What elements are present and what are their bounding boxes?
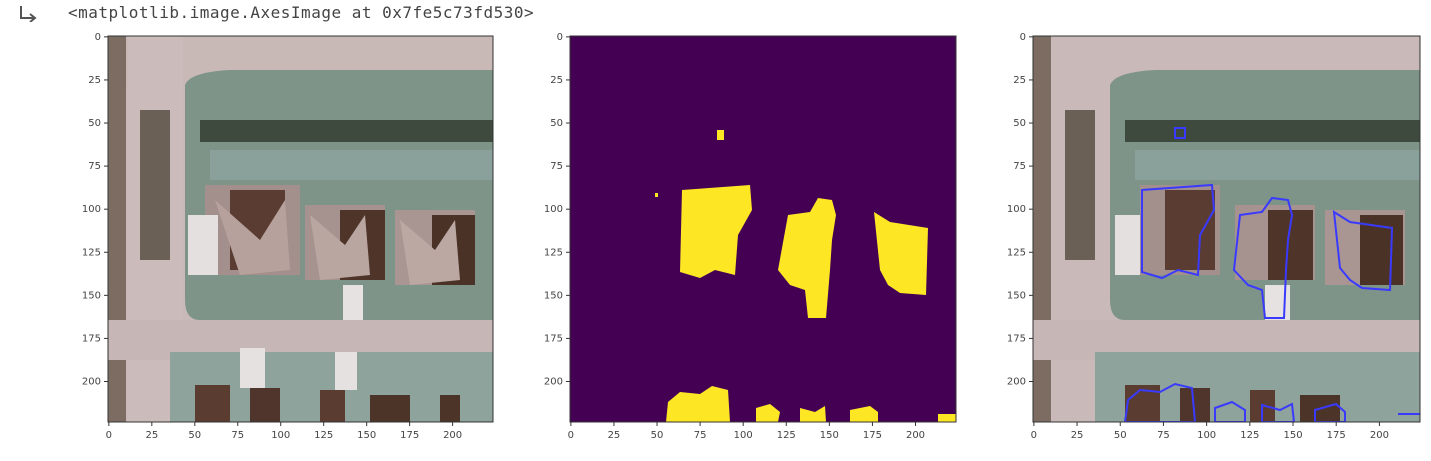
- y-tick-label: 100: [82, 204, 101, 215]
- x-tick-label: 150: [1283, 430, 1302, 441]
- y-tick-label: 25: [550, 75, 563, 86]
- y-tick-label: 75: [88, 161, 101, 172]
- overlay-image-frame: [1032, 35, 1421, 423]
- rgb-image-frame: [107, 35, 494, 423]
- rgb-image-axes: 0 25 50 75 100 125 150 175 200 0 25 50 75 100 125 150 17…: [82, 32, 462, 441]
- x-tick-label: 200: [443, 430, 462, 441]
- y-tick-label: 75: [1013, 161, 1026, 172]
- x-tick-label: 175: [863, 430, 882, 441]
- axesimage-repr-text: <matplotlib.image.AxesImage at 0x7fe5c73…: [68, 3, 535, 22]
- x-tick-label: 150: [820, 430, 839, 441]
- y-tick-label: 150: [544, 290, 563, 301]
- x-tick-label: 125: [777, 430, 796, 441]
- overlay-image-panel: [1033, 36, 1420, 422]
- x-tick-label: 200: [1370, 430, 1389, 441]
- x-tick-label: 75: [1157, 430, 1170, 441]
- y-tick-label: 0: [557, 32, 563, 43]
- x-tick-label: 125: [1240, 430, 1259, 441]
- axis-ticks: 0 25 50 75 100 125 150 175 200 0 25 50 75 100 125 150 17…: [82, 32, 1389, 441]
- y-tick-label: 175: [544, 333, 563, 344]
- y-tick-label: 25: [88, 75, 101, 86]
- x-tick-label: 175: [400, 430, 419, 441]
- y-tick-label: 0: [95, 32, 101, 43]
- x-tick-label: 200: [906, 430, 925, 441]
- y-tick-label: 200: [544, 377, 563, 388]
- x-tick-label: 25: [1071, 430, 1084, 441]
- y-tick-label: 100: [544, 204, 563, 215]
- y-tick-label: 50: [88, 118, 101, 129]
- x-tick-label: 150: [357, 430, 376, 441]
- x-tick-label: 100: [1197, 430, 1216, 441]
- x-tick-label: 175: [1327, 430, 1346, 441]
- y-tick-label: 0: [1020, 32, 1026, 43]
- mask-image-axes: 0 25 50 75 100 125 150 175 200 0 25 50 75 100 125 150 17…: [544, 32, 925, 441]
- x-tick-label: 25: [145, 430, 158, 441]
- y-tick-label: 50: [550, 118, 563, 129]
- x-tick-label: 75: [694, 430, 707, 441]
- x-tick-label: 100: [734, 430, 753, 441]
- x-tick-label: 0: [568, 430, 574, 441]
- y-tick-label: 25: [1013, 75, 1026, 86]
- y-tick-label: 150: [1007, 290, 1026, 301]
- y-tick-label: 150: [82, 290, 101, 301]
- mask-image-frame: [569, 35, 957, 423]
- rgb-image-panel: [108, 36, 493, 422]
- y-tick-label: 125: [82, 247, 101, 258]
- x-tick-label: 50: [188, 430, 201, 441]
- output-arrow-icon[interactable]: [18, 4, 40, 22]
- x-tick-label: 50: [651, 430, 664, 441]
- mask-image-panel: [570, 36, 956, 422]
- overlay-image-axes: 0 25 50 75 100 125 150 175 200 0 25 50 75 100 125 150 17…: [1007, 32, 1389, 441]
- x-tick-label: 50: [1114, 430, 1127, 441]
- x-tick-label: 0: [1031, 430, 1037, 441]
- y-tick-label: 200: [82, 377, 101, 388]
- y-tick-label: 175: [82, 333, 101, 344]
- x-tick-label: 75: [231, 430, 244, 441]
- x-tick-label: 25: [608, 430, 621, 441]
- y-tick-label: 100: [1007, 204, 1026, 215]
- y-tick-label: 125: [1007, 247, 1026, 258]
- y-tick-label: 50: [1013, 118, 1026, 129]
- x-tick-label: 0: [106, 430, 112, 441]
- y-tick-label: 200: [1007, 377, 1026, 388]
- cell-output-row: <matplotlib.image.AxesImage at 0x7fe5c73…: [0, 0, 1431, 34]
- x-tick-label: 100: [271, 430, 290, 441]
- y-tick-label: 125: [544, 247, 563, 258]
- x-tick-label: 125: [314, 430, 333, 441]
- y-tick-label: 175: [1007, 333, 1026, 344]
- y-tick-label: 75: [550, 161, 563, 172]
